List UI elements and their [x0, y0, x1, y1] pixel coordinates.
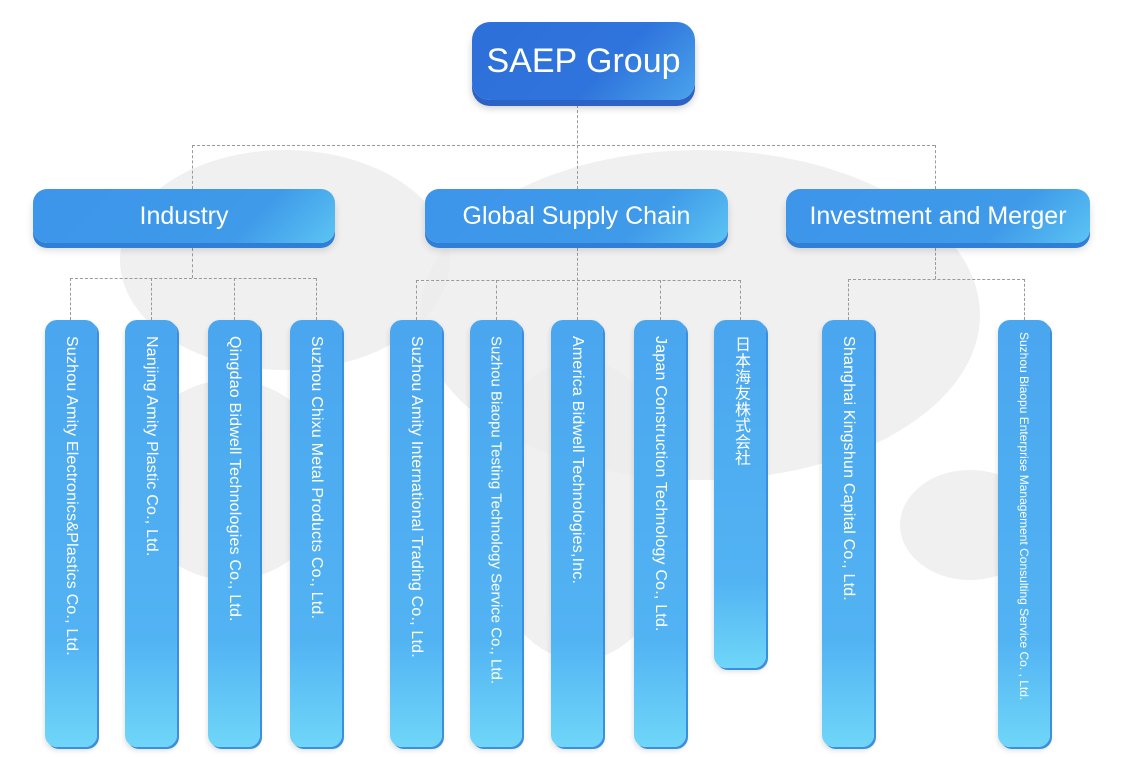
- company-node: America Bidwell Technologies,Inc.: [551, 320, 603, 747]
- division-investment-and-merger: Investment and Merger: [786, 189, 1090, 243]
- connector: [848, 279, 849, 320]
- connector: [151, 278, 152, 320]
- company-label: America Bidwell Technologies,Inc.: [569, 336, 586, 585]
- company-label: Suzhou Chixu Metal Products Co., Ltd.: [308, 336, 325, 620]
- company-label: Suzhou Biaopu Testing Technology Service…: [487, 336, 505, 685]
- connector: [660, 280, 661, 320]
- connector: [316, 278, 317, 320]
- connector: [848, 279, 1025, 280]
- company-node: Nanjing Amity Plastic Co., Ltd.: [125, 320, 177, 747]
- connector: [70, 278, 71, 320]
- company-node: 日本海友株式会社: [714, 320, 766, 668]
- company-label: Nanjing Amity Plastic Co., Ltd.: [143, 336, 160, 557]
- connector: [935, 145, 936, 189]
- company-node: Shanghai Kingshun Capital Co., Ltd.: [822, 320, 874, 747]
- root-node: SAEP Group: [472, 22, 695, 100]
- connector: [70, 278, 316, 279]
- connector: [577, 105, 578, 189]
- connector: [192, 145, 935, 146]
- company-node: Qingdao Bidwell Technologies Co., Ltd.: [208, 320, 260, 747]
- connector: [1024, 279, 1025, 320]
- connector: [496, 280, 497, 320]
- connector: [234, 278, 235, 320]
- company-label: 日本海友株式会社: [732, 336, 749, 466]
- connector: [192, 248, 193, 278]
- division-global-supply-chain: Global Supply Chain: [425, 189, 728, 243]
- company-node: Suzhou Biaopu Testing Technology Service…: [470, 320, 522, 747]
- company-label: Suzhou Biaopu Enterprise Management Cons…: [1017, 332, 1031, 701]
- company-label: Qingdao Bidwell Technologies Co., Ltd.: [226, 336, 243, 622]
- connector: [577, 248, 578, 320]
- division-industry: Industry: [33, 189, 335, 243]
- connector: [192, 145, 193, 189]
- company-node: Suzhou Amity Electronics&Plastics Co., L…: [45, 320, 97, 747]
- company-label: Suzhou Amity International Trading Co., …: [408, 336, 425, 658]
- connector: [416, 280, 417, 320]
- company-label: Suzhou Amity Electronics&Plastics Co., L…: [63, 336, 80, 656]
- company-node: Suzhou Chixu Metal Products Co., Ltd.: [290, 320, 342, 747]
- company-label: Japan Construction Technology Co., Ltd.: [652, 336, 669, 632]
- connector: [740, 280, 741, 320]
- connector: [416, 280, 741, 281]
- connector: [935, 248, 936, 279]
- company-node: Suzhou Biaopu Enterprise Management Cons…: [998, 320, 1050, 747]
- company-node: Suzhou Amity International Trading Co., …: [390, 320, 442, 747]
- company-node: Japan Construction Technology Co., Ltd.: [634, 320, 686, 747]
- company-label: Shanghai Kingshun Capital Co., Ltd.: [840, 336, 857, 601]
